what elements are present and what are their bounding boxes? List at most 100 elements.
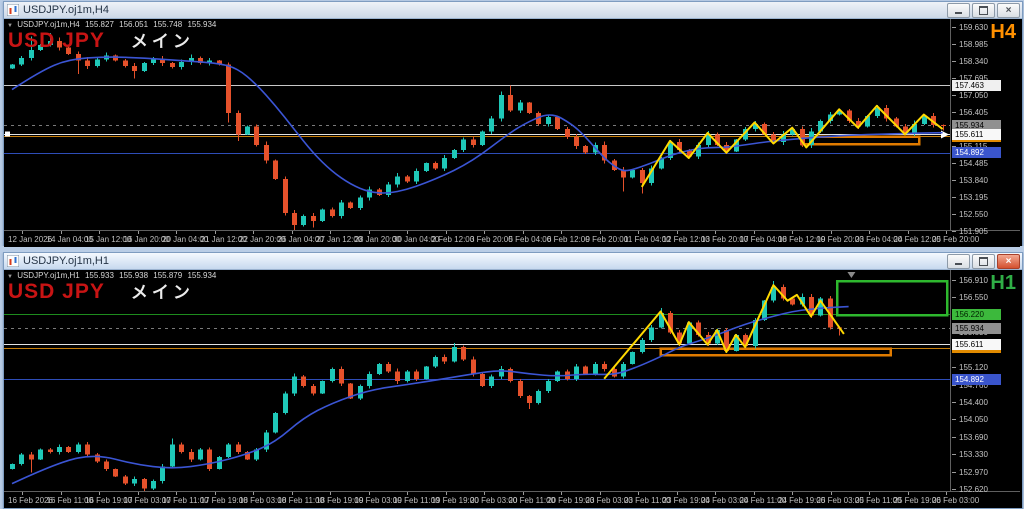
time-tick bbox=[638, 492, 639, 495]
time-axis-label: 23 Feb 11:00 bbox=[624, 496, 671, 505]
legend-open: 155.933 bbox=[84, 271, 114, 280]
chart-objects[interactable] bbox=[4, 85, 950, 154]
time-axis-label: 16 Feb 19:00 bbox=[85, 496, 133, 505]
time-tick bbox=[869, 492, 870, 495]
chart-icon bbox=[7, 4, 19, 16]
price-tick-label: 158.340 bbox=[952, 57, 988, 67]
time-tick bbox=[330, 231, 331, 234]
time-axis-label: 20 Jan 04:00 bbox=[162, 235, 209, 244]
price-tick-label: 159.630 bbox=[952, 23, 988, 33]
time-tick bbox=[137, 231, 139, 234]
price-tick-label: 154.760 bbox=[952, 380, 988, 390]
time-axis-label: 23 Feb 03:00 bbox=[585, 496, 633, 505]
chart-legend: ▼ USDJPY.oj1m,H1 155.933 155.938 155.879… bbox=[7, 271, 219, 280]
price-plot[interactable] bbox=[4, 19, 950, 230]
time-axis-label: 24 Feb 11:00 bbox=[739, 496, 787, 505]
watermark: USD JPY メイン bbox=[8, 27, 194, 53]
time-axis-label: 6 Feb 12:00 bbox=[547, 235, 590, 244]
time-axis[interactable]: 12 Jan 2026 14 Jan 04:00 15 Jan 12:00 16 Ja… bbox=[4, 230, 1020, 247]
time-axis-label: 5 Feb 04:00 bbox=[508, 235, 552, 244]
restore-button[interactable] bbox=[972, 3, 995, 18]
time-axis-label: 26 Feb 03:00 bbox=[932, 496, 980, 505]
time-tick bbox=[946, 492, 947, 495]
time-axis-label: 17 Feb 04:00 bbox=[739, 235, 787, 244]
chart-icon bbox=[7, 255, 19, 267]
price-tick-label: 156.550 bbox=[952, 293, 988, 303]
close-button[interactable]: × bbox=[997, 3, 1020, 18]
time-axis[interactable]: 16 Feb 2026 16 Feb 11:00 16 Feb 19:00 17 Fe… bbox=[4, 491, 1020, 508]
legend-symbol: USDJPY.oj1m,H4 bbox=[17, 20, 80, 29]
close-icon: × bbox=[1005, 4, 1012, 16]
titlebar[interactable]: USDJPY.oj1m,H4 × bbox=[4, 2, 1022, 19]
price-level-label: 157.463 bbox=[952, 79, 1001, 91]
time-tick bbox=[291, 231, 293, 234]
price-scale[interactable]: 156.910156.550156.190155.830155.470155.1… bbox=[950, 270, 1021, 494]
chart-window-h1: USDJPY.oj1m,H1 × ▼ USDJPY.oj1m,H1 155.93… bbox=[3, 252, 1023, 509]
collapse-icon[interactable]: ▼ bbox=[7, 23, 13, 29]
time-tick bbox=[214, 231, 216, 234]
price-tick-label: 154.400 bbox=[952, 398, 988, 408]
price-tick-label: 157.695 bbox=[952, 74, 988, 84]
time-tick bbox=[445, 492, 447, 495]
watermark: USD JPY メイン bbox=[8, 278, 194, 304]
time-axis-label: 14 Jan 04:00 bbox=[46, 235, 93, 244]
minimize-icon bbox=[955, 263, 962, 265]
chart-canvas-h1[interactable]: ▼ USDJPY.oj1m,H1 155.933 155.938 155.879… bbox=[4, 270, 1022, 508]
price-tick-label: 156.910 bbox=[952, 275, 988, 285]
chart-canvas-h4[interactable]: ▼ USDJPY.oj1m,H4 155.827 156.051 155.748… bbox=[4, 19, 1022, 247]
time-axis-label: 27 Jan 12:00 bbox=[316, 235, 363, 244]
close-button[interactable]: × bbox=[997, 254, 1020, 269]
time-axis-label: 24 Feb 03:00 bbox=[701, 496, 749, 505]
zigzag-line bbox=[603, 284, 845, 380]
time-tick bbox=[368, 231, 370, 234]
restore-button[interactable] bbox=[972, 254, 995, 269]
time-tick bbox=[407, 492, 408, 495]
time-axis-label: 12 Jan 2026 bbox=[8, 235, 53, 244]
chart-shift-marker-icon[interactable] bbox=[847, 272, 856, 278]
time-tick bbox=[907, 231, 909, 234]
time-axis-label: 19 Feb 19:00 bbox=[431, 496, 479, 505]
restore-icon bbox=[979, 6, 988, 15]
watermark-label: メイン bbox=[130, 32, 194, 51]
timeframe-badge: H1 bbox=[990, 272, 1016, 294]
titlebar[interactable]: USDJPY.oj1m,H1 × bbox=[4, 253, 1022, 270]
time-tick bbox=[676, 492, 678, 495]
price-tick-label: 155.115 bbox=[951, 142, 987, 151]
watermark-symbol: USD JPY bbox=[8, 29, 105, 52]
close-icon: × bbox=[1005, 255, 1012, 267]
time-tick bbox=[830, 492, 832, 495]
price-level-label: 155.611 bbox=[952, 338, 1001, 350]
time-axis-label: 19 Feb 03:00 bbox=[354, 496, 402, 505]
price-tick-label: 152.550 bbox=[952, 209, 988, 219]
legend-high: 155.938 bbox=[119, 271, 149, 280]
time-axis-label: 18 Feb 11:00 bbox=[277, 496, 325, 505]
time-tick bbox=[176, 231, 177, 234]
time-tick bbox=[522, 492, 524, 495]
time-tick bbox=[99, 492, 100, 495]
time-axis-label: 16 Feb 11:00 bbox=[46, 496, 94, 505]
window-title: USDJPY.oj1m,H4 bbox=[23, 4, 109, 16]
price-level-label: 154.892 bbox=[952, 373, 1001, 385]
time-axis-label: 9 Feb 20:00 bbox=[585, 235, 629, 244]
time-axis-label: 17 Feb 11:00 bbox=[162, 496, 209, 505]
time-axis-label: 20 Feb 19:00 bbox=[547, 496, 595, 505]
time-tick bbox=[715, 492, 716, 495]
candlesticks bbox=[10, 32, 946, 230]
collapse-icon[interactable]: ▼ bbox=[7, 274, 13, 280]
price-tick-label: 152.620 bbox=[952, 485, 988, 494]
rectangle-object bbox=[659, 347, 893, 357]
minimize-button[interactable] bbox=[947, 254, 970, 269]
time-tick bbox=[176, 492, 177, 495]
time-tick bbox=[445, 231, 447, 234]
price-tick-label: 158.985 bbox=[952, 40, 988, 50]
minimize-button[interactable] bbox=[947, 3, 970, 18]
legend-open: 155.827 bbox=[84, 20, 114, 29]
chart-objects[interactable] bbox=[4, 279, 950, 380]
price-scale[interactable]: 159.630 158.985 158.340 157.695 157.050 156.4… bbox=[950, 19, 1021, 236]
price-plot[interactable] bbox=[4, 270, 950, 491]
chart-window-h4: USDJPY.oj1m,H4 × ▼ USDJPY.oj1m,H4 155.82… bbox=[3, 1, 1023, 248]
price-arrow-icon bbox=[941, 130, 949, 139]
price-tick-label: 153.330 bbox=[952, 450, 988, 460]
time-axis-label: 3 Feb 20:00 bbox=[470, 235, 513, 244]
time-axis-label: 26 Jan 04:00 bbox=[277, 235, 324, 244]
